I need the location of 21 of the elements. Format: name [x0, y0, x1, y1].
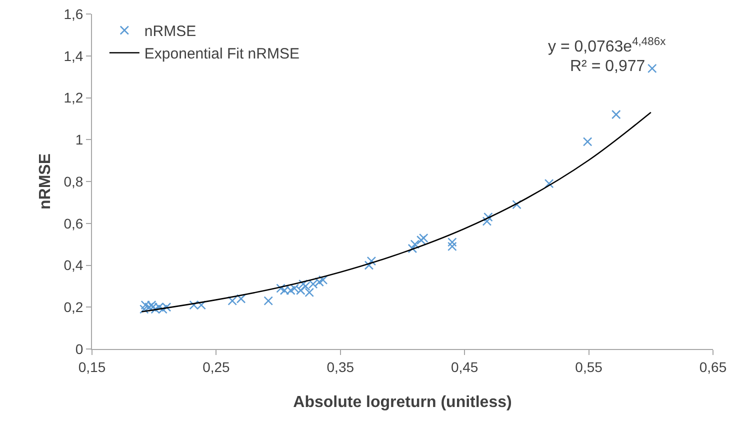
y-tick-label: 1,4: [64, 48, 84, 64]
annotation: R² = 0,977: [570, 58, 646, 75]
x-tick-label: 0,55: [575, 358, 603, 375]
y-tick-label: 1,2: [64, 90, 84, 106]
y-axis-title: nRMSE: [37, 153, 54, 210]
x-tick-label: 0,25: [202, 358, 230, 375]
x-axis-title: Absolute logreturn (unitless): [293, 394, 512, 411]
x-tick-label: 0,35: [326, 358, 354, 375]
y-tick-label: 0: [75, 340, 84, 357]
y-tick-label: 1,6: [64, 6, 84, 22]
y-tick-label: 0,8: [64, 173, 84, 190]
y-tick-label: 1: [75, 132, 84, 148]
x-tick-label: 0,65: [699, 358, 727, 375]
y-tick-label: 0,2: [64, 299, 84, 316]
legend-label: Exponential Fit nRMSE: [144, 46, 300, 63]
annotation: y = 0,0763e$^{4,486x}$: [548, 36, 666, 56]
y-tick-label: 0,6: [64, 215, 84, 232]
x-tick-label: 0,45: [450, 358, 478, 375]
x-tick-label: 0,15: [78, 358, 106, 375]
y-tick-label: 0,4: [64, 257, 84, 274]
legend-label: nRMSE: [144, 23, 196, 40]
